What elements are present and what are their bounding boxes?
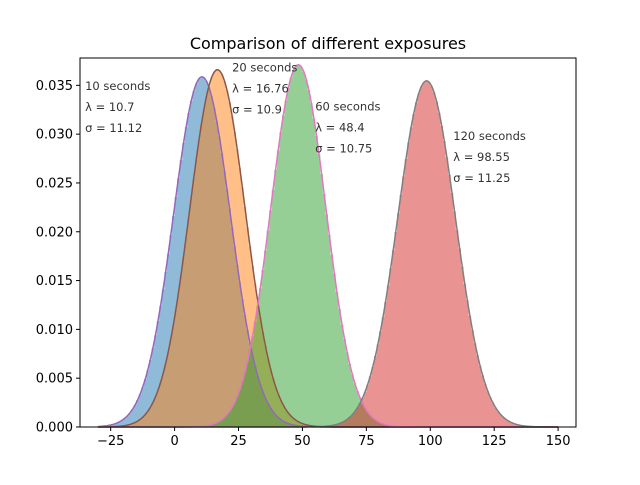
- histogram-area-3: [97, 64, 559, 428]
- tick-layer: −25 0 25 50 75 100 125 150 0.000 0.005 0.010 0.015 0…: [36, 79, 571, 449]
- x-tick-label: 150: [546, 434, 571, 449]
- chart-title: Comparison of different exposures: [190, 34, 466, 53]
- histogram-area-4: [97, 80, 559, 427]
- annotation-line: λ = 98.55: [453, 150, 510, 164]
- annotation-line: 10 seconds: [85, 79, 150, 93]
- y-tick-label: 0.015: [36, 274, 73, 289]
- annotation-line: λ = 10.7: [85, 100, 134, 114]
- x-tick-label: 25: [230, 434, 247, 449]
- y-tick-label: 0.030: [36, 128, 73, 143]
- x-tick-label: 50: [294, 434, 311, 449]
- x-tick-label: 125: [482, 434, 507, 449]
- y-tick-label: 0.010: [36, 323, 73, 338]
- annotation-line: σ = 10.75: [315, 142, 372, 156]
- x-tick-label: −25: [97, 434, 124, 449]
- annotation-line: 60 seconds: [315, 100, 380, 114]
- y-tick-label: 0.020: [36, 225, 73, 240]
- annotation-line: σ = 11.12: [85, 121, 142, 135]
- annotation-line: λ = 16.76: [232, 82, 289, 96]
- annotation-line: λ = 48.4: [315, 121, 364, 135]
- annotation-3: 60 seconds λ = 48.4 σ = 10.75: [315, 100, 380, 156]
- histogram-area-2: [97, 69, 559, 427]
- annotation-layer: 10 seconds λ = 10.7 σ = 11.12 20 seconds λ =…: [85, 61, 526, 185]
- annotation-line: 20 seconds: [232, 61, 297, 75]
- annotation-1: 10 seconds λ = 10.7 σ = 11.12: [85, 79, 150, 135]
- y-tick-label: 0.035: [36, 79, 73, 94]
- histogram-layer: [97, 64, 559, 428]
- annotation-line: 120 seconds: [453, 129, 526, 143]
- axes-frame: [79, 57, 577, 428]
- y-tick-label: 0.005: [36, 372, 73, 387]
- annotation-line: σ = 11.25: [453, 171, 510, 185]
- y-tick-label: 0.000: [36, 421, 73, 436]
- annotation-2: 20 seconds λ = 16.76 σ = 10.9: [232, 61, 297, 117]
- y-tick-label: 0.025: [36, 176, 73, 191]
- x-tick-label: 100: [418, 434, 443, 449]
- annotation-4: 120 seconds λ = 98.55 σ = 11.25: [453, 129, 526, 185]
- x-tick-label: 0: [170, 434, 178, 449]
- annotation-line: σ = 10.9: [232, 103, 282, 117]
- x-tick-label: 75: [358, 434, 375, 449]
